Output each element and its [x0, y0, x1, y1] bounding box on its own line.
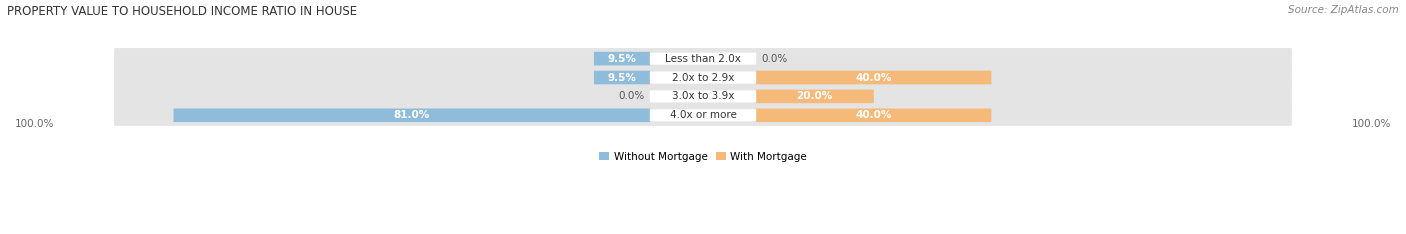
Text: 100.0%: 100.0% [1351, 119, 1391, 129]
Text: 9.5%: 9.5% [607, 73, 637, 83]
Text: 3.0x to 3.9x: 3.0x to 3.9x [672, 91, 734, 101]
Text: 40.0%: 40.0% [855, 110, 891, 120]
FancyBboxPatch shape [650, 53, 756, 65]
FancyBboxPatch shape [114, 48, 1292, 69]
FancyBboxPatch shape [755, 71, 991, 84]
Text: 20.0%: 20.0% [797, 91, 832, 101]
FancyBboxPatch shape [650, 71, 756, 84]
Text: 2.0x to 2.9x: 2.0x to 2.9x [672, 73, 734, 83]
FancyBboxPatch shape [755, 109, 991, 122]
FancyBboxPatch shape [650, 90, 756, 102]
FancyBboxPatch shape [593, 52, 651, 66]
Legend: Without Mortgage, With Mortgage: Without Mortgage, With Mortgage [595, 148, 811, 166]
FancyBboxPatch shape [650, 109, 756, 121]
FancyBboxPatch shape [173, 109, 651, 122]
FancyBboxPatch shape [755, 90, 873, 103]
FancyBboxPatch shape [114, 86, 1292, 107]
Text: 9.5%: 9.5% [607, 54, 637, 64]
FancyBboxPatch shape [114, 67, 1292, 88]
Text: 0.0%: 0.0% [619, 91, 644, 101]
Text: 4.0x or more: 4.0x or more [669, 110, 737, 120]
Text: Source: ZipAtlas.com: Source: ZipAtlas.com [1288, 5, 1399, 15]
Text: Less than 2.0x: Less than 2.0x [665, 54, 741, 64]
FancyBboxPatch shape [114, 105, 1292, 126]
Text: 81.0%: 81.0% [394, 110, 430, 120]
Text: 40.0%: 40.0% [855, 73, 891, 83]
Text: 0.0%: 0.0% [762, 54, 787, 64]
FancyBboxPatch shape [593, 71, 651, 84]
Text: PROPERTY VALUE TO HOUSEHOLD INCOME RATIO IN HOUSE: PROPERTY VALUE TO HOUSEHOLD INCOME RATIO… [7, 5, 357, 18]
Text: 100.0%: 100.0% [15, 119, 55, 129]
